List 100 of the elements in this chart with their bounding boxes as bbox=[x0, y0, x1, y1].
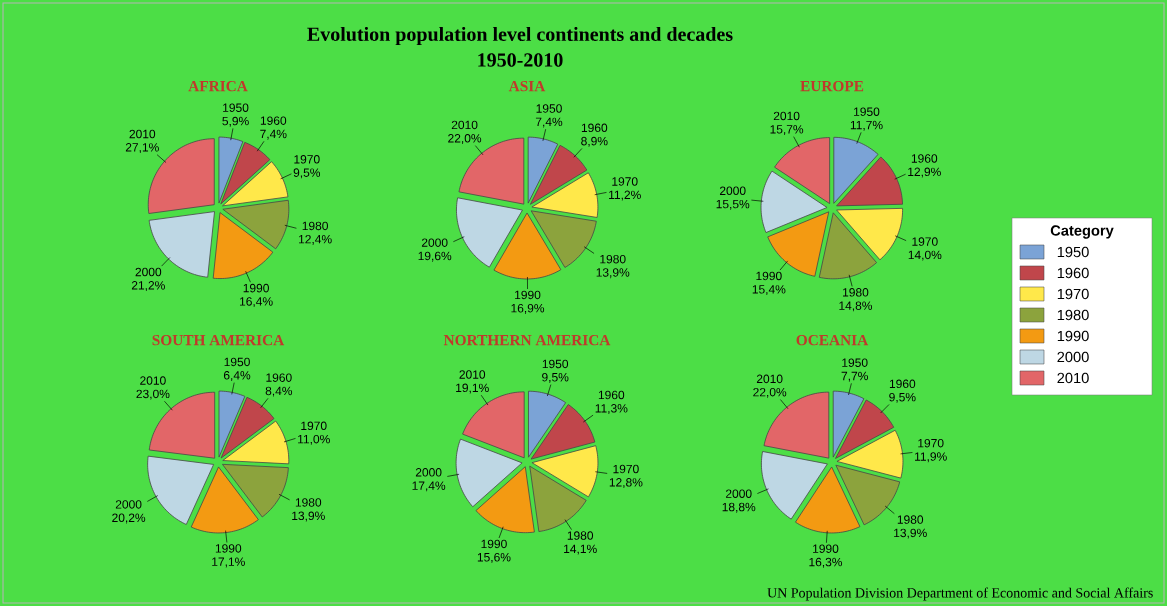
slice-label: 1970 bbox=[613, 464, 639, 474]
slice-label: 1950 bbox=[224, 357, 250, 367]
slice-label: 1990 bbox=[481, 539, 507, 549]
slice-label: 2000 bbox=[115, 500, 142, 509]
legend-label: 1970 bbox=[1057, 288, 1089, 300]
legend-label: 1950 bbox=[1057, 246, 1089, 258]
data-label: 11,3% bbox=[595, 404, 628, 414]
slice-label: 1990 bbox=[813, 544, 839, 553]
text: 1950-2010 bbox=[478, 53, 563, 67]
slice-label: 1970 bbox=[294, 155, 320, 164]
text: UN Population Division Department of Economic and Social Affairs bbox=[767, 587, 1153, 601]
data-label: 9,5% bbox=[889, 392, 916, 403]
chart-title: ASIA bbox=[508, 80, 546, 92]
chart-title: SOUTH AMERICA bbox=[152, 334, 285, 346]
data-label: 20,2% bbox=[112, 513, 146, 524]
data-label: 5,9% bbox=[222, 116, 249, 127]
data-label: 21,2% bbox=[131, 281, 165, 292]
slice-label: 1970 bbox=[301, 421, 327, 431]
slice-label: 1960 bbox=[889, 379, 916, 389]
data-label: 22,0% bbox=[753, 387, 787, 398]
data-label: 11,0% bbox=[298, 434, 330, 445]
data-label: 18,8% bbox=[722, 502, 756, 513]
legend-label: 1980 bbox=[1057, 309, 1089, 321]
data-label: 22,0% bbox=[448, 134, 482, 144]
slice-label: 2010 bbox=[459, 370, 486, 379]
data-label: 14,8% bbox=[839, 301, 873, 312]
slice-label: 1950 bbox=[842, 358, 868, 367]
data-label: 23,0% bbox=[136, 389, 170, 400]
slice-label: 1960 bbox=[581, 123, 608, 133]
data-label: 11,2% bbox=[609, 190, 641, 201]
legend-label: 1990 bbox=[1057, 330, 1089, 342]
slice-label: 1950 bbox=[223, 103, 249, 112]
slice-label: 1980 bbox=[567, 531, 594, 540]
slice-label: 1960 bbox=[598, 390, 625, 400]
text: Evolution population level continents and decades bbox=[307, 26, 733, 46]
slice-label: 1950 bbox=[536, 104, 562, 113]
slice-label: 1970 bbox=[612, 177, 638, 186]
slice-label: 2000 bbox=[135, 267, 162, 277]
data-label: 13,9% bbox=[292, 511, 325, 522]
slice-label: 1980 bbox=[843, 288, 869, 297]
data-label: 27,1% bbox=[125, 143, 159, 153]
chart-title: AFRICA bbox=[188, 80, 248, 92]
data-label: 15,5% bbox=[716, 199, 750, 210]
slice-label: 1960 bbox=[260, 116, 287, 125]
data-label: 11,7% bbox=[850, 120, 883, 131]
data-label: 7,7% bbox=[841, 371, 868, 382]
data-label: 19,1% bbox=[456, 383, 489, 394]
slice-label: 2000 bbox=[415, 468, 442, 477]
slice-label: 1970 bbox=[912, 237, 938, 246]
slice-label: 1990 bbox=[515, 290, 541, 300]
slice-label: 1980 bbox=[295, 498, 322, 507]
data-label: 9,5% bbox=[293, 168, 321, 179]
slice-label: 1970 bbox=[918, 438, 944, 448]
slice-label: 1990 bbox=[215, 544, 242, 553]
data-label: 11,9% bbox=[915, 452, 947, 463]
data-label: 17,1% bbox=[212, 557, 245, 568]
data-label: 14,0% bbox=[908, 250, 942, 261]
data-label: 8,9% bbox=[581, 136, 608, 147]
legend-label: 1960 bbox=[1057, 267, 1089, 279]
data-label: 16,4% bbox=[239, 297, 273, 308]
slice-label: 1980 bbox=[600, 254, 626, 264]
data-label: 7,4% bbox=[535, 117, 563, 128]
data-label: 16,3% bbox=[809, 557, 843, 568]
slice-label: 2010 bbox=[140, 376, 166, 385]
data-label: 14,1% bbox=[564, 544, 597, 555]
slice-label: 1980 bbox=[897, 515, 924, 524]
chart-title: OCEANIA bbox=[796, 334, 869, 346]
data-label: 13,9% bbox=[894, 528, 927, 539]
slice-label: 1990 bbox=[756, 271, 782, 281]
slice-label: 2000 bbox=[719, 186, 746, 196]
data-label: 13,9% bbox=[596, 268, 630, 279]
legend-title: Category bbox=[1050, 225, 1114, 239]
legend-label: 2010 bbox=[1057, 372, 1089, 384]
slice-label: 2000 bbox=[725, 489, 752, 498]
chart-title: NORTHERN AMERICA bbox=[443, 334, 611, 346]
slice-label: 1950 bbox=[854, 107, 880, 116]
data-label: 9,5% bbox=[542, 373, 569, 383]
slice-label: 1950 bbox=[542, 359, 569, 369]
data-label: 16,9% bbox=[511, 303, 545, 314]
slice-label: 2010 bbox=[129, 129, 156, 139]
slice-label: 2010 bbox=[756, 374, 783, 384]
data-label: 7,4% bbox=[260, 129, 287, 140]
slice-label: 2010 bbox=[773, 111, 800, 121]
chart-title: EUROPE bbox=[800, 80, 864, 92]
data-label: 6,4% bbox=[223, 371, 251, 381]
data-label: 8,4% bbox=[265, 386, 293, 397]
data-label: 19,6% bbox=[418, 251, 452, 262]
data-label: 12,8% bbox=[609, 478, 643, 488]
legend-label: 2000 bbox=[1057, 351, 1089, 363]
slice-label: 1960 bbox=[266, 373, 292, 382]
slice-label: 2010 bbox=[451, 120, 478, 130]
slice-label: 1960 bbox=[911, 154, 938, 163]
data-label: 15,4% bbox=[752, 285, 786, 295]
data-label: 15,6% bbox=[477, 553, 511, 563]
slice-label: 1990 bbox=[243, 283, 269, 293]
data-label: 15,7% bbox=[770, 125, 804, 135]
data-label: 12,4% bbox=[299, 234, 332, 245]
data-label: 12,9% bbox=[908, 167, 941, 178]
slice-label: 2000 bbox=[421, 238, 448, 247]
slice-label: 1980 bbox=[302, 221, 328, 231]
